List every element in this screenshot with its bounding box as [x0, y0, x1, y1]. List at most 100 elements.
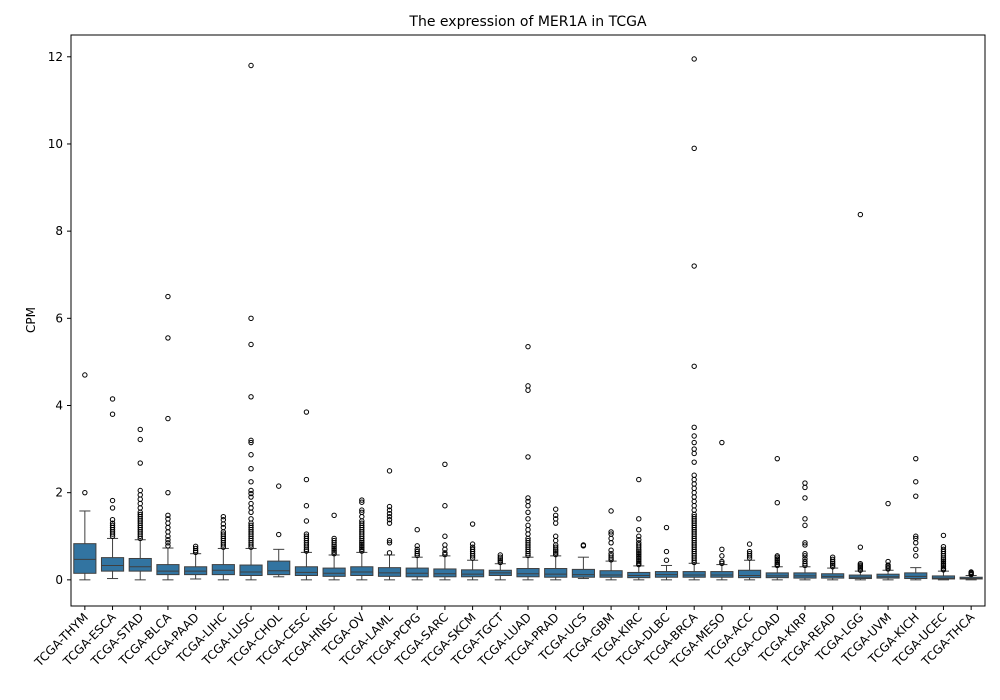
outlier-point [220, 524, 227, 531]
outlier-point [552, 544, 559, 550]
outlier-point [442, 550, 448, 556]
outlier-point [442, 533, 448, 539]
plot-frame [70, 34, 986, 607]
box [211, 564, 235, 576]
outlier-point [137, 496, 143, 502]
outlier-point [774, 553, 780, 559]
outlier-point [220, 531, 227, 537]
outlier-point [774, 499, 780, 506]
outlier-point [386, 503, 393, 510]
box [765, 572, 789, 579]
outlier-point [636, 560, 642, 566]
outlier-point [359, 499, 365, 505]
outlier-point [913, 455, 919, 462]
outlier-point [802, 542, 808, 548]
outlier-point [552, 516, 559, 522]
outlier-point [636, 551, 642, 558]
outlier-point [525, 522, 531, 529]
outlier-point [109, 497, 116, 504]
outlier-point [303, 531, 310, 537]
box [931, 575, 956, 580]
outlier-point [248, 341, 254, 348]
outlier-point [469, 521, 476, 527]
outlier-point [940, 558, 947, 565]
outlier-point [913, 535, 919, 542]
outlier-point [636, 516, 642, 522]
outlier-point [165, 543, 171, 549]
outlier-point [608, 531, 614, 537]
outlier-point [525, 516, 531, 522]
outlier-point [552, 506, 559, 512]
outlier-point [525, 387, 531, 393]
box [322, 567, 346, 577]
outlier-point [137, 505, 143, 511]
outlier-point [691, 450, 697, 457]
outlier-point [608, 550, 614, 557]
outlier-point [802, 480, 808, 486]
outlier-point [691, 503, 697, 509]
box [156, 564, 180, 576]
box [710, 571, 734, 578]
outlier-point [663, 557, 670, 563]
box [377, 567, 402, 577]
outlier-point [857, 544, 864, 550]
outlier-point [303, 518, 310, 524]
box [294, 566, 319, 576]
outlier-point [857, 211, 864, 218]
outlier-point [303, 476, 310, 483]
outlier-point [165, 520, 171, 526]
outlier-point [165, 537, 171, 543]
outlier-point [248, 439, 254, 446]
outlier-point [552, 537, 559, 544]
outlier-point [636, 550, 642, 556]
outlier-point [137, 436, 143, 443]
outlier-point [525, 503, 531, 509]
outlier-point [248, 516, 254, 522]
outlier-point [109, 396, 116, 402]
outlier-point [802, 540, 808, 546]
outlier-point [691, 433, 697, 439]
outlier-point [885, 562, 891, 568]
outlier-point [248, 452, 254, 458]
outlier-point [248, 62, 254, 69]
outlier-point [165, 293, 171, 300]
box [544, 568, 568, 578]
y-tick-label: 4 [55, 398, 63, 412]
outlier-point [636, 555, 642, 561]
box [73, 543, 97, 574]
y-tick-label: 10 [48, 137, 63, 151]
outlier-point [497, 554, 504, 560]
outlier-point [469, 546, 476, 553]
outlier-point [525, 527, 531, 533]
outlier-point [303, 503, 310, 509]
outlier-point [165, 540, 171, 546]
outlier-point [525, 383, 531, 389]
outlier-point [691, 507, 697, 513]
outlier-point [719, 439, 725, 446]
outlier-point [802, 522, 808, 529]
box [267, 560, 291, 576]
outlier-point [913, 553, 919, 559]
outlier-point [248, 315, 254, 322]
box [737, 569, 762, 579]
outlier-point [636, 557, 642, 563]
outlier-point [165, 489, 171, 496]
outlier-point [137, 500, 143, 507]
y-tick-label: 8 [55, 224, 63, 238]
outlier-point [552, 520, 559, 526]
outlier-point [746, 550, 753, 557]
outlier-point [857, 561, 864, 567]
outlier-point [608, 535, 614, 542]
outlier-point [774, 455, 780, 462]
outlier-point [386, 468, 393, 474]
outlier-point [940, 562, 947, 568]
outlier-point [525, 454, 531, 460]
outlier-point [331, 512, 337, 519]
outlier-point [719, 558, 725, 565]
outlier-point [691, 498, 697, 505]
outlier-point [331, 549, 337, 555]
outlier-point [802, 495, 808, 501]
outlier-point [359, 543, 365, 549]
outlier-point [691, 481, 697, 487]
